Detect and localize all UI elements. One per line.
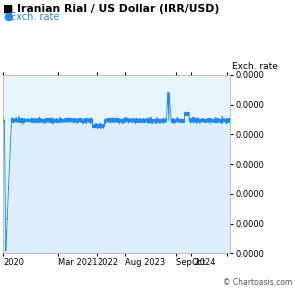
- Text: ■ Iranian Rial / US Dollar (IRR/USD): ■ Iranian Rial / US Dollar (IRR/USD): [3, 4, 219, 14]
- Text: Exch. rate: Exch. rate: [232, 62, 278, 71]
- Text: © Chartoasis.com: © Chartoasis.com: [223, 278, 292, 287]
- Text: Exch. rate: Exch. rate: [10, 12, 60, 22]
- Text: ●: ●: [3, 12, 13, 22]
